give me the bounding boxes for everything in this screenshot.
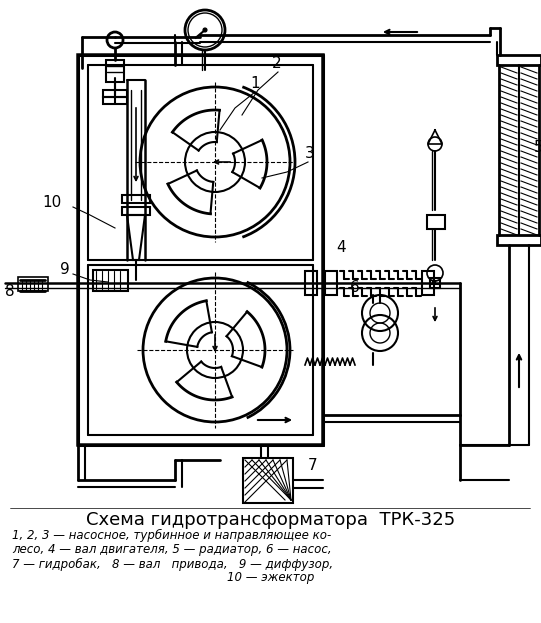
Text: 2: 2: [272, 56, 282, 71]
Bar: [243, 458, 293, 503]
Text: 9: 9: [60, 262, 70, 277]
Text: лесо, 4 — вал двигателя, 5 — радиатор, 6 — насос,: лесо, 4 — вал двигателя, 5 — радиатор, 6…: [12, 543, 332, 556]
Bar: [427, 215, 445, 229]
Text: 1, 2, 3 — насосное, турбинное и направляющее ко-: 1, 2, 3 — насосное, турбинное и направля…: [12, 528, 331, 541]
Bar: [18, 277, 48, 291]
Bar: [122, 207, 150, 215]
Bar: [106, 60, 124, 82]
Text: 8: 8: [5, 284, 15, 299]
Bar: [497, 235, 541, 245]
Text: 10 — эжектор: 10 — эжектор: [227, 571, 315, 584]
Bar: [422, 271, 434, 295]
Text: Схема гидротрансформатора  ТРК-325: Схема гидротрансформатора ТРК-325: [87, 511, 456, 529]
Text: 1: 1: [250, 76, 260, 91]
Circle shape: [203, 28, 207, 32]
Text: 4: 4: [336, 240, 346, 255]
Bar: [103, 90, 127, 97]
Text: 6: 6: [350, 280, 360, 295]
Bar: [93, 270, 128, 291]
Bar: [497, 55, 541, 65]
Bar: [122, 195, 150, 203]
Text: 7 — гидробак,   8 — вал   привода,   9 — диффузор,: 7 — гидробак, 8 — вал привода, 9 — диффу…: [12, 558, 333, 571]
Text: 3: 3: [305, 146, 315, 161]
Text: 10: 10: [42, 195, 61, 210]
Bar: [325, 271, 337, 295]
Circle shape: [107, 32, 123, 48]
Text: 5: 5: [534, 140, 541, 155]
Bar: [430, 278, 440, 288]
Bar: [305, 271, 317, 295]
Bar: [103, 97, 127, 104]
Text: 7: 7: [308, 458, 318, 473]
